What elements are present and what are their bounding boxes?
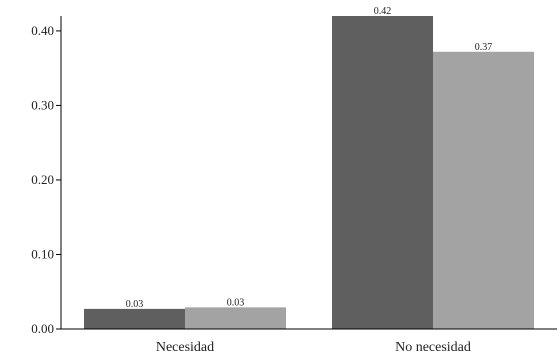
bar-necesidad-series-1 [84, 308, 185, 329]
y-tick-label: 0.00 [31, 321, 54, 336]
y-tick-label: 0.40 [31, 23, 54, 38]
bar-necesidad-series-2 [185, 307, 286, 329]
y-tick-label: 0.30 [31, 97, 54, 112]
axes-layer: Necesidad No necesidad 0.00 0.10 0.20 0.30 0.4… [31, 16, 557, 355]
y-tick-label: 0.20 [31, 172, 54, 187]
data-label: 0.03 [126, 299, 144, 310]
bars-layer: 0.03 0.03 0.42 0.37 [84, 6, 534, 330]
category-label: Necesidad [156, 340, 214, 355]
data-label: 0.03 [227, 297, 245, 308]
bar-no-necesidad-series-1 [332, 16, 433, 329]
data-label: 0.42 [374, 6, 392, 17]
bar-no-necesidad-series-2 [433, 51, 534, 330]
data-label: 0.37 [475, 42, 493, 53]
y-tick-label: 0.10 [31, 246, 54, 261]
category-label: No necesidad [395, 340, 471, 355]
